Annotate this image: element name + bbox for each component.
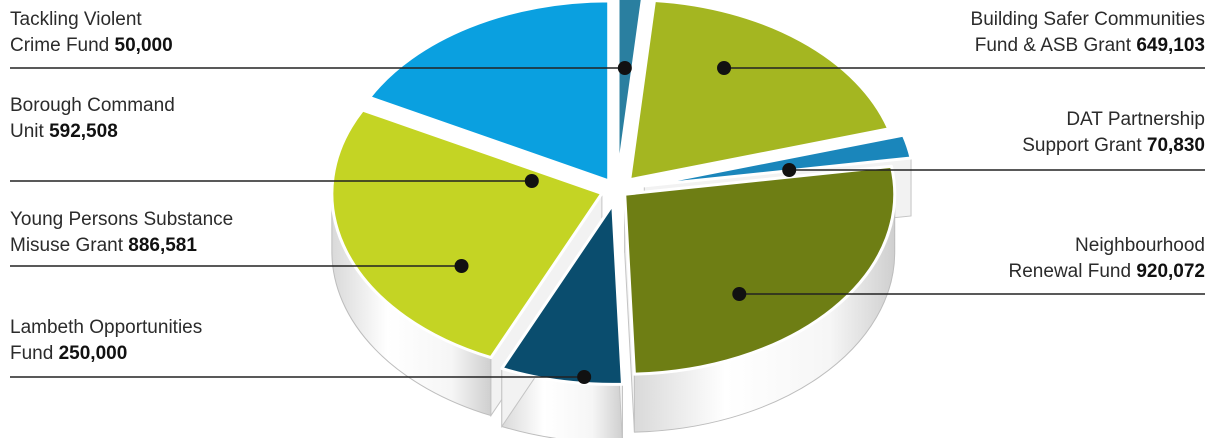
leader-dot: [732, 287, 747, 301]
leader-dot: [617, 61, 632, 75]
label-line1: DAT Partnership: [1066, 109, 1205, 130]
label-value: 886,581: [128, 235, 197, 256]
label-line1: Tackling Violent: [10, 9, 142, 30]
label-lambeth-opportunities: Lambeth Opportunities Fund 250,000: [10, 315, 202, 367]
label-line1: Young Persons Substance: [10, 209, 234, 230]
label-line2: Renewal Fund: [1008, 261, 1137, 282]
label-value: 70,830: [1146, 135, 1205, 156]
label-line1: Lambeth Opportunities: [10, 317, 203, 338]
label-line2: Misuse Grant: [10, 235, 129, 256]
label-dat-partnership: DAT Partnership Support Grant 70,830: [1022, 107, 1205, 159]
pie-slice-tackling-violent-crime: [616, 0, 644, 177]
leader-dot: [717, 61, 732, 75]
leader-dot: [577, 370, 592, 384]
label-neighbourhood-renewal: Neighbourhood Renewal Fund 920,072: [1009, 233, 1205, 285]
pie-slice-borough-command: [367, 0, 611, 183]
pie-slice-young-persons: [330, 108, 604, 360]
label-borough-command: Borough Command Unit 592,508: [10, 93, 175, 145]
leader-dot: [454, 259, 469, 273]
pie-slice-dat-partnership: [642, 133, 913, 188]
label-building-safer: Building Safer Communities Fund & ASB Gr…: [971, 7, 1205, 59]
label-line2: Unit: [10, 121, 50, 142]
label-value: 50,000: [114, 35, 173, 56]
label-line2: Fund: [10, 343, 59, 364]
label-line2-suffix: t: [1125, 35, 1137, 56]
label-line2: Crime Fund: [10, 35, 115, 56]
label-line1: Neighbourhood: [1075, 235, 1205, 256]
label-tackling-violent-crime: Tackling Violent Crime Fund 50,000: [10, 7, 173, 59]
label-value: 649,103: [1136, 35, 1205, 56]
label-value: 592,508: [49, 121, 118, 142]
pie-slice-lambeth-opportunities: [500, 202, 624, 386]
pie-slice-building-safer: [628, 0, 891, 182]
pie-slice-neighbourhood-renewal: [623, 164, 897, 376]
leader-dot: [782, 163, 797, 177]
label-value: 920,072: [1136, 261, 1205, 282]
leader-dot: [524, 174, 539, 188]
label-line2: Fund & ASB Gran: [974, 35, 1126, 56]
label-line1: Building Safer Communities: [970, 9, 1205, 30]
label-young-persons: Young Persons Substance Misuse Grant 886…: [10, 207, 233, 259]
label-line2: Support Grant: [1022, 135, 1147, 156]
label-value: 250,000: [58, 343, 128, 364]
label-line1: Borough Command: [10, 95, 175, 116]
